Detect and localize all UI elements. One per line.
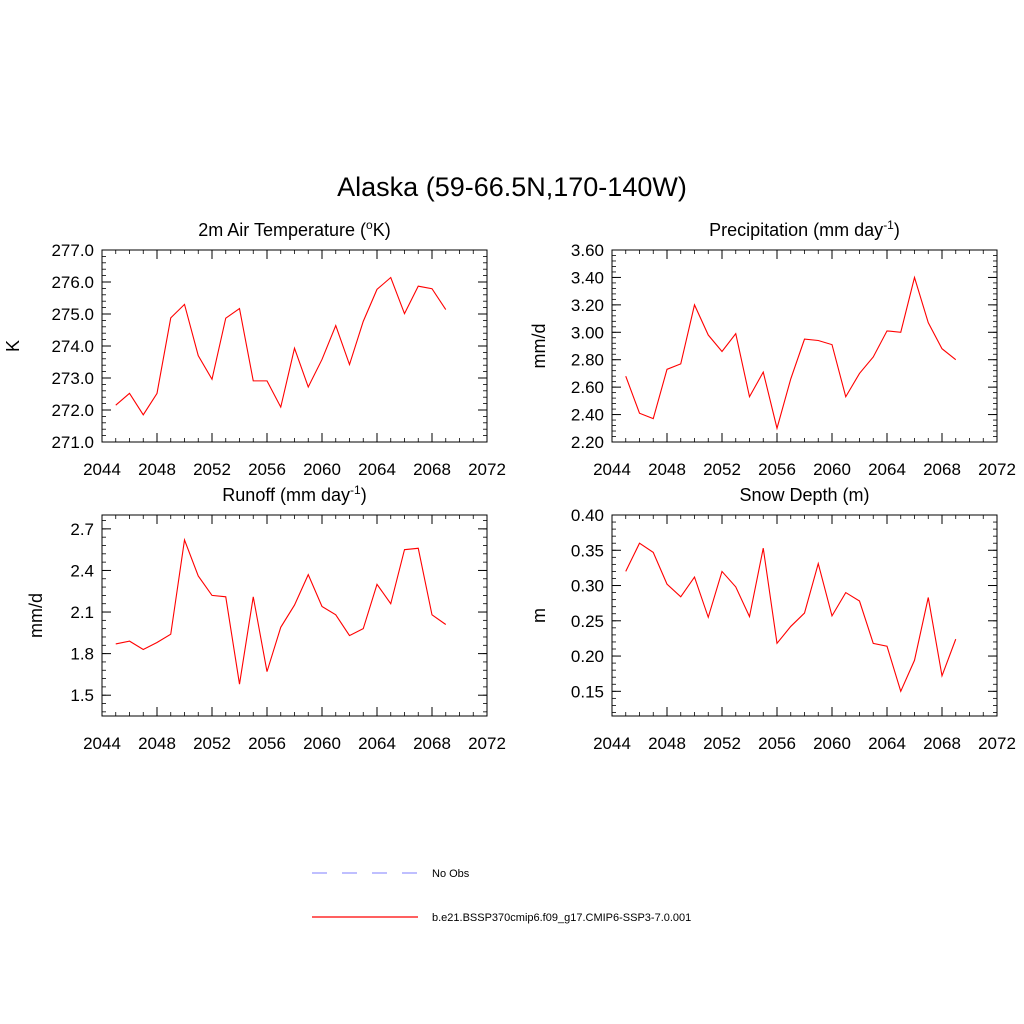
x-tick-label-precipitation: 2056 xyxy=(758,460,796,479)
y-tick-label-snow-depth: 0.40 xyxy=(571,506,604,525)
x-tick-label-snow-depth: 2052 xyxy=(703,734,741,753)
panel-title-runoff: Runoff (mm day-1) xyxy=(222,483,366,505)
x-tick-label-snow-depth: 2044 xyxy=(593,734,631,753)
panel-runoff: Runoff (mm day-1) 2044 2048 2052 2056 2060 206… xyxy=(26,483,506,753)
plot-frame-runoff xyxy=(101,514,488,717)
y-tick-label-air-temperature: 277.0 xyxy=(51,241,94,260)
x-tick-label-snow-depth: 2060 xyxy=(813,734,851,753)
y-axis-label-runoff: mm/d xyxy=(26,593,46,638)
x-tick-label-precipitation: 2064 xyxy=(868,460,906,479)
x-tick-label-air-temperature: 2052 xyxy=(193,460,231,479)
y-tick-label-snow-depth: 0.15 xyxy=(571,682,604,701)
x-tick-label-runoff: 2048 xyxy=(138,734,176,753)
panel-air-temperature: 2m Air Temperature (oK) 2044 2048 2052 2056 2… xyxy=(3,218,506,479)
y-tick-label-snow-depth: 0.35 xyxy=(571,541,604,560)
series-line-runoff xyxy=(115,537,447,685)
y-axis-label-snow-depth: m xyxy=(529,608,549,623)
y-tick-label-precipitation: 2.80 xyxy=(571,351,604,370)
x-tick-label-snow-depth: 2056 xyxy=(758,734,796,753)
x-tick-label-precipitation: 2044 xyxy=(593,460,631,479)
series-line-precipitation xyxy=(625,275,957,431)
x-tick-label-air-temperature: 2048 xyxy=(138,460,176,479)
x-tick-label-runoff: 2056 xyxy=(248,734,286,753)
y-tick-label-precipitation: 3.20 xyxy=(571,296,604,315)
y-tick-label-air-temperature: 276.0 xyxy=(51,273,94,292)
x-tick-label-air-temperature: 2064 xyxy=(358,460,396,479)
panel-snow-depth: Snow Depth (m) 2044 2048 2052 2056 2060 2064 20… xyxy=(529,485,1016,753)
y-tick-label-runoff: 2.7 xyxy=(70,520,94,539)
y-tick-label-precipitation: 3.60 xyxy=(571,241,604,260)
y-tick-label-runoff: 2.1 xyxy=(70,603,94,622)
legend-label-no-obs: No Obs xyxy=(432,868,470,880)
y-axis-label-air-temperature: K xyxy=(3,340,23,352)
y-tick-label-air-temperature: 275.0 xyxy=(51,305,94,324)
x-tick-label-precipitation: 2068 xyxy=(923,460,961,479)
y-tick-label-air-temperature: 271.0 xyxy=(51,433,94,452)
panels: 2m Air Temperature (oK) 2044 2048 2052 2056 2… xyxy=(3,218,1016,753)
y-tick-label-runoff: 1.8 xyxy=(70,645,94,664)
x-tick-label-air-temperature: 2060 xyxy=(303,460,341,479)
y-tick-label-precipitation: 3.40 xyxy=(571,268,604,287)
y-axis-label-precipitation: mm/d xyxy=(529,324,549,369)
x-tick-label-air-temperature: 2072 xyxy=(468,460,506,479)
x-tick-label-runoff: 2068 xyxy=(413,734,451,753)
series-line-snow-depth xyxy=(625,542,957,693)
x-tick-label-runoff: 2044 xyxy=(83,734,121,753)
y-tick-label-snow-depth: 0.25 xyxy=(571,612,604,631)
x-tick-label-snow-depth: 2064 xyxy=(868,734,906,753)
panel-title-air-temperature: 2m Air Temperature (oK) xyxy=(198,218,390,240)
y-tick-label-precipitation: 2.40 xyxy=(571,406,604,425)
legend: No Obs b.e21.BSSP370cmip6.f09_g17.CMIP6-… xyxy=(312,868,691,924)
y-tick-label-snow-depth: 0.30 xyxy=(571,577,604,596)
x-tick-label-precipitation: 2060 xyxy=(813,460,851,479)
panel-title-precipitation: Precipitation (mm day-1) xyxy=(709,218,900,240)
y-tick-label-air-temperature: 272.0 xyxy=(51,401,94,420)
x-tick-label-air-temperature: 2044 xyxy=(83,460,121,479)
y-tick-label-precipitation: 3.00 xyxy=(571,323,604,342)
figure-title: Alaska (59-66.5N,170-140W) xyxy=(337,172,687,202)
series-line-air-temperature xyxy=(115,276,447,416)
panel-title-snow-depth: Snow Depth (m) xyxy=(739,485,869,505)
x-tick-label-precipitation: 2052 xyxy=(703,460,741,479)
x-tick-label-precipitation: 2048 xyxy=(648,460,686,479)
x-tick-label-runoff: 2072 xyxy=(468,734,506,753)
y-tick-label-air-temperature: 273.0 xyxy=(51,369,94,388)
y-tick-label-precipitation: 2.20 xyxy=(571,433,604,452)
panel-precipitation: Precipitation (mm day-1) 2044 2048 2052 2056… xyxy=(529,218,1016,479)
legend-label-model: b.e21.BSSP370cmip6.f09_g17.CMIP6-SSP3-7.… xyxy=(432,912,691,924)
y-tick-label-runoff: 1.5 xyxy=(70,686,94,705)
plot-frame-snow-depth xyxy=(611,514,998,717)
y-tick-label-runoff: 2.4 xyxy=(70,561,94,580)
y-tick-label-precipitation: 2.60 xyxy=(571,378,604,397)
y-tick-label-air-temperature: 274.0 xyxy=(51,337,94,356)
x-tick-label-runoff: 2052 xyxy=(193,734,231,753)
x-tick-label-runoff: 2060 xyxy=(303,734,341,753)
x-tick-label-runoff: 2064 xyxy=(358,734,396,753)
x-tick-label-precipitation: 2072 xyxy=(978,460,1016,479)
x-tick-label-air-temperature: 2068 xyxy=(413,460,451,479)
plot-frame-air-temperature xyxy=(101,249,488,443)
plot-frame-precipitation xyxy=(611,249,998,443)
x-tick-label-snow-depth: 2072 xyxy=(978,734,1016,753)
x-tick-label-snow-depth: 2048 xyxy=(648,734,686,753)
x-tick-label-snow-depth: 2068 xyxy=(923,734,961,753)
y-tick-label-snow-depth: 0.20 xyxy=(571,647,604,666)
x-tick-label-air-temperature: 2056 xyxy=(248,460,286,479)
